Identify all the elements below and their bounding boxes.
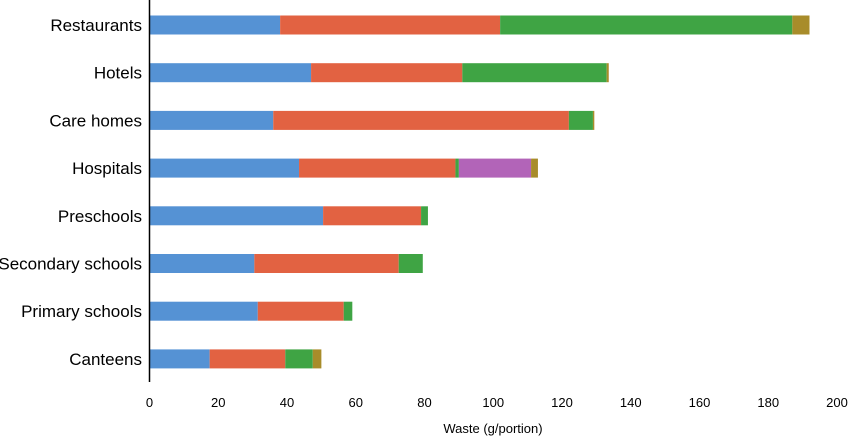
bar-segment	[273, 110, 569, 130]
bar-segment	[311, 63, 463, 83]
x-tick-label: 200	[826, 395, 848, 410]
bar-segment	[149, 349, 210, 369]
bar-segment	[792, 15, 810, 35]
bar-segment	[421, 206, 428, 226]
x-tick-label: 40	[280, 395, 294, 410]
x-tick-label: 180	[757, 395, 779, 410]
bar-segment	[606, 63, 609, 83]
category-label: Primary schools	[21, 302, 142, 321]
category-label: Canteens	[69, 350, 142, 369]
bar-segment	[149, 110, 274, 130]
bar-segment	[209, 349, 286, 369]
bar-segment	[254, 254, 399, 273]
x-tick-label: 60	[349, 395, 363, 410]
bar-segment	[149, 301, 258, 321]
x-tick-label: 0	[146, 395, 153, 410]
x-tick-label: 20	[211, 395, 225, 410]
x-tick-label: 140	[620, 395, 642, 410]
category-labels: Restaurants Hotels Care homes Hospitals Pres…	[0, 16, 142, 369]
bar-segment	[323, 206, 422, 226]
category-label: Hospitals	[72, 159, 142, 178]
category-label: Care homes	[49, 111, 142, 130]
bar-segment	[462, 63, 607, 83]
bar-segment	[500, 15, 793, 35]
bar-segment	[592, 110, 595, 130]
bar-segment	[149, 15, 281, 35]
bar-segment	[455, 158, 459, 178]
bar-segment	[149, 206, 324, 226]
bar-segment	[398, 254, 423, 273]
x-tick-labels: 0 20 40 60 80 100 120 140 160 180 200	[146, 395, 848, 410]
category-label: Restaurants	[50, 16, 142, 35]
x-tick-label: 80	[417, 395, 431, 410]
bar-segment	[149, 254, 255, 273]
x-tick-label: 160	[689, 395, 711, 410]
x-axis-title: Waste (g/portion)	[443, 421, 542, 436]
bars-group	[149, 15, 810, 369]
category-label: Secondary schools	[0, 255, 142, 274]
bar-segment	[149, 63, 312, 83]
bar-segment	[299, 158, 456, 178]
bar-segment	[285, 349, 313, 369]
bar-segment	[458, 158, 532, 178]
bar-segment	[257, 301, 344, 321]
bar-segment	[149, 158, 300, 178]
bar-segment	[343, 301, 353, 321]
x-tick-label: 100	[482, 395, 504, 410]
bar-segment	[531, 158, 538, 178]
bar-segment	[280, 15, 501, 35]
category-label: Preschools	[58, 207, 142, 226]
bar-segment	[568, 110, 593, 130]
category-label: Hotels	[94, 64, 142, 83]
x-tick-label: 120	[551, 395, 573, 410]
bar-segment	[312, 349, 322, 369]
